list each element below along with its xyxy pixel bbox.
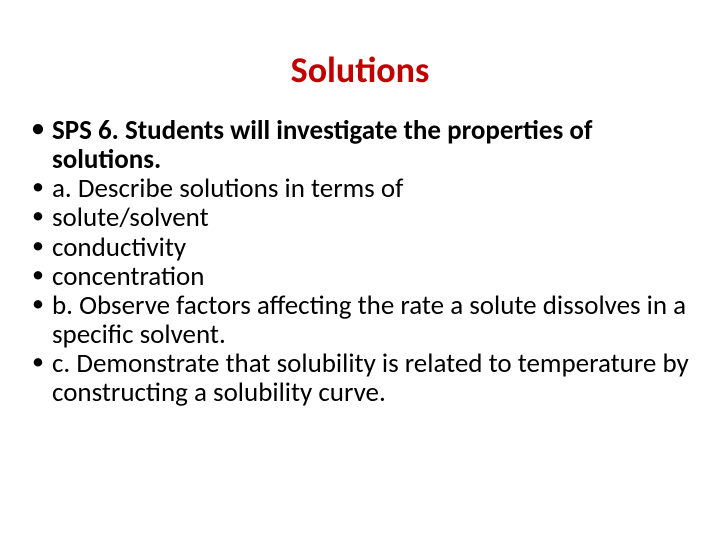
- bullet-list: SPS 6. Students will investigate the pro…: [28, 116, 690, 408]
- bullet-item: a. Describe solutions in terms of: [28, 174, 690, 203]
- bullet-text: c. Demonstrate that solubility is relate…: [52, 347, 689, 409]
- bullet-text: b. Observe factors affecting the rate a …: [52, 289, 686, 351]
- bullet-text: SPS 6. Students will investigate the pro…: [52, 114, 592, 176]
- bullet-text: concentration: [52, 260, 204, 293]
- slide: Solutions SPS 6. Students will investiga…: [0, 0, 720, 540]
- bullet-item: SPS 6. Students will investigate the pro…: [28, 116, 690, 174]
- bullet-item: b. Observe factors affecting the rate a …: [28, 291, 690, 349]
- bullet-item: solute/solvent: [28, 203, 690, 232]
- bullet-item: c. Demonstrate that solubility is relate…: [28, 349, 690, 407]
- slide-content: SPS 6. Students will investigate the pro…: [0, 116, 720, 408]
- bullet-text: a. Describe solutions in terms of: [52, 172, 403, 205]
- bullet-item: concentration: [28, 262, 690, 291]
- slide-title: Solutions: [0, 0, 720, 116]
- bullet-text: conductivity: [52, 231, 186, 264]
- bullet-item: conductivity: [28, 233, 690, 262]
- bullet-text: solute/solvent: [52, 201, 209, 234]
